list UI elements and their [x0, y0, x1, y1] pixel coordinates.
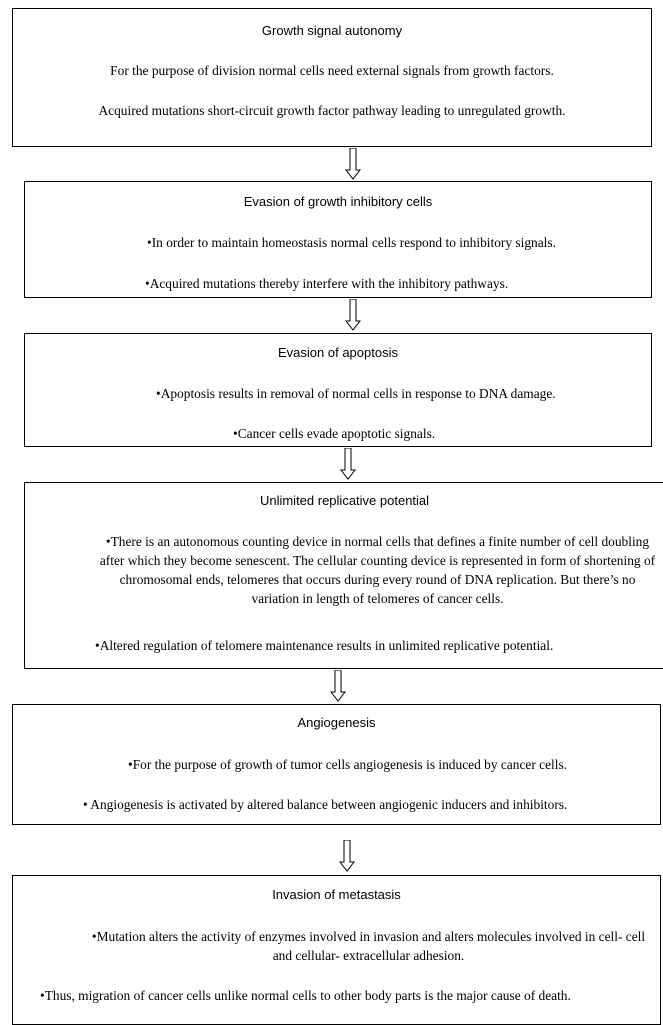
down-arrow-icon	[330, 670, 346, 702]
step-text-line: •In order to maintain homeostasis normal…	[147, 235, 556, 250]
step-text-line: •Acquired mutations thereby interfere wi…	[145, 276, 509, 291]
step-text-line: •Apoptosis results in removal of normal …	[156, 386, 556, 401]
step-text-line: •For the purpose of growth of tumor cell…	[128, 757, 568, 772]
step-box-growth-signal-autonomy: Growth signal autonomy For the purpose o…	[12, 8, 652, 147]
step-text-line: Acquired mutations short-circuit growth …	[98, 103, 566, 118]
step-title: Evasion of apoptosis	[278, 345, 398, 360]
step-text-line: •Altered regulation of telomere maintena…	[95, 638, 554, 653]
down-arrow-icon	[345, 299, 361, 331]
step-box-invasion-of-metastasis: Invasion of metastasis •Mutation alters …	[12, 875, 661, 1025]
step-text-paragraph: •There is an autonomous counting device …	[99, 534, 656, 606]
step-title: Invasion of metastasis	[272, 887, 401, 902]
step-title: Unlimited replicative potential	[259, 493, 430, 508]
step-box-evasion-of-apoptosis: Evasion of apoptosis •Apoptosis results …	[24, 333, 652, 447]
down-arrow-icon	[339, 840, 355, 872]
step-text-line: • Angiogenesis is activated by altered b…	[83, 797, 568, 812]
step-text-line: •Cancer cells evade apoptotic signals.	[233, 426, 436, 441]
step-text-paragraph: •Mutation alters the activity of enzymes…	[91, 929, 646, 963]
step-box-angiogenesis: Angiogenesis •For the purpose of growth …	[12, 704, 661, 825]
down-arrow-icon	[345, 148, 361, 180]
step-text-line: •Thus, migration of cancer cells unlike …	[40, 988, 571, 1003]
step-title: Angiogenesis	[297, 715, 376, 730]
step-box-unlimited-replicative-potential: Unlimited replicative potential •There i…	[24, 482, 663, 669]
step-title: Growth signal autonomy	[261, 23, 403, 38]
step-text-line: For the purpose of division normal cells…	[110, 63, 554, 78]
step-box-evasion-of-growth-inhibitory-cells: Evasion of growth inhibitory cells •In o…	[24, 181, 652, 298]
step-title: Evasion of growth inhibitory cells	[243, 194, 433, 209]
down-arrow-icon	[340, 448, 356, 480]
